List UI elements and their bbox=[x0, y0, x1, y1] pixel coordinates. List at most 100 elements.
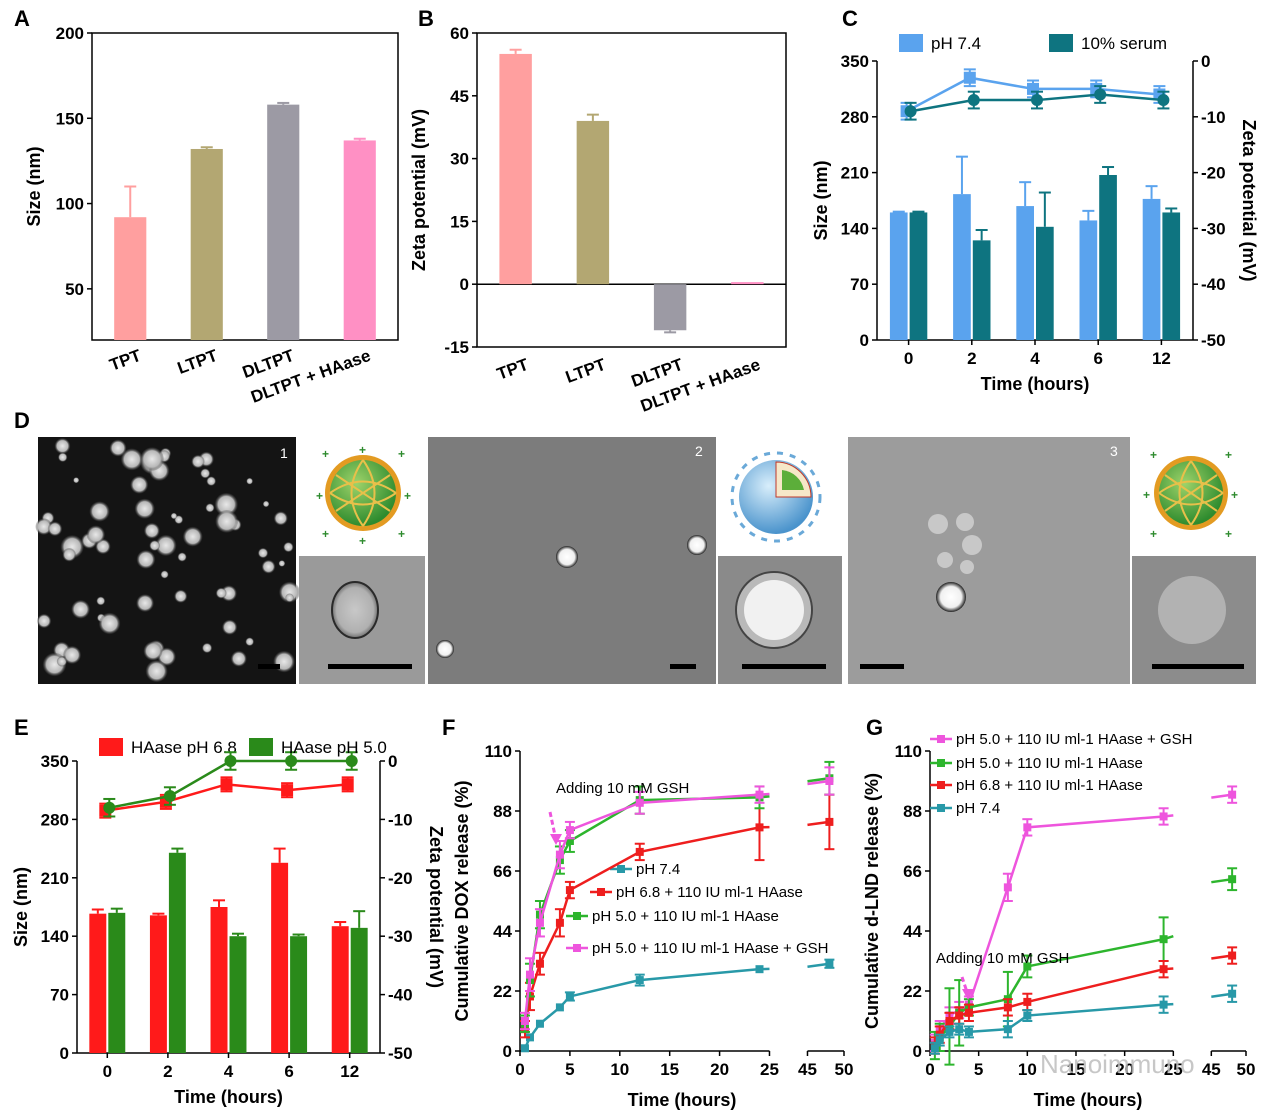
data-point bbox=[525, 970, 534, 979]
tem-image-1-particle bbox=[140, 447, 164, 471]
zeta-point bbox=[103, 801, 116, 814]
tem-image-3-particle bbox=[960, 560, 974, 574]
y-right-tick-label: -10 bbox=[388, 810, 413, 829]
tem-image-1-particle bbox=[73, 477, 80, 484]
y-right-tick-label: -40 bbox=[1201, 275, 1226, 294]
legend-label: pH 5.0 + 110 IU ml-1 HAase bbox=[956, 755, 1143, 772]
tem-image-1-particle bbox=[86, 525, 105, 544]
data-point bbox=[635, 847, 644, 856]
nanoparticle-schematic-3: + + + + + + bbox=[1143, 448, 1238, 541]
svg-text:+: + bbox=[359, 443, 366, 457]
data-point bbox=[964, 1008, 973, 1017]
tem-image-1-particle bbox=[160, 570, 169, 579]
y-tick-label: 60 bbox=[450, 24, 469, 43]
plot-frame bbox=[91, 32, 399, 341]
y-right-tick-label: -20 bbox=[388, 869, 413, 888]
svg-text:+: + bbox=[398, 447, 405, 461]
data-point bbox=[1003, 1025, 1012, 1034]
data-point bbox=[930, 1044, 939, 1053]
tem-image-2-particle bbox=[556, 546, 578, 568]
bar bbox=[1036, 226, 1054, 340]
x-tick-label: 6 bbox=[1093, 349, 1102, 368]
tem-image-1-particle bbox=[47, 521, 63, 537]
legend-label: pH 5.0 + 110 IU ml-1 HAase + GSH bbox=[956, 731, 1193, 748]
x-tick-label: LTPT bbox=[563, 355, 609, 387]
gsh-arrowhead bbox=[550, 834, 562, 845]
tem-image-1-particle bbox=[63, 646, 82, 664]
y-axis-label: Size (nm) bbox=[11, 867, 31, 947]
y-tick-label: 22 bbox=[903, 982, 922, 1001]
data-point bbox=[520, 1017, 529, 1025]
y-tick-label: 70 bbox=[50, 986, 69, 1005]
tem-image-1-particle bbox=[215, 510, 239, 533]
x-tick-label: 12 bbox=[340, 1062, 359, 1081]
data-point bbox=[1228, 875, 1237, 884]
zeta-point bbox=[281, 784, 294, 797]
gsh-annotation: Adding 10 mM GSH bbox=[556, 780, 689, 797]
y-right-tick-label: -40 bbox=[388, 986, 413, 1005]
svg-text:+: + bbox=[404, 489, 411, 503]
tem-image-1-particle bbox=[143, 641, 163, 661]
zeta-point bbox=[1031, 94, 1043, 107]
x-tick-label: 25 bbox=[1164, 1060, 1183, 1079]
x-tick-label: 10 bbox=[610, 1060, 629, 1079]
tem-image-1-particle bbox=[145, 660, 168, 683]
bar bbox=[331, 926, 349, 1053]
tem-image-1-particle bbox=[278, 560, 286, 567]
y-right-tick-label: -30 bbox=[1201, 219, 1226, 238]
tem-image-1-particle bbox=[58, 452, 68, 462]
data-point bbox=[1023, 997, 1032, 1006]
tem-image-1-particle bbox=[177, 552, 187, 562]
svg-text:+: + bbox=[1225, 527, 1232, 541]
y-tick-label: 280 bbox=[841, 108, 869, 127]
y-right-tick-label: -50 bbox=[1201, 331, 1226, 350]
tem-image-3-particle bbox=[937, 552, 953, 568]
tem-image-3-scale-bar bbox=[860, 664, 904, 669]
tem-image-1-particle bbox=[98, 612, 121, 635]
bar bbox=[1142, 198, 1161, 340]
tem-image-1-particle bbox=[174, 589, 188, 603]
panel-label-e: E bbox=[14, 715, 29, 740]
y-axis-label: Cumulative DOX release (%) bbox=[452, 780, 472, 1021]
legend-marker bbox=[573, 912, 581, 920]
panel-label-c: C bbox=[842, 6, 858, 31]
tem-image-1-particle bbox=[206, 476, 217, 486]
y-tick-label: 210 bbox=[41, 869, 69, 888]
data-point bbox=[1228, 790, 1237, 799]
y-tick-label: 110 bbox=[895, 742, 922, 761]
tem-image-1-particle bbox=[37, 613, 52, 629]
data-point bbox=[955, 1025, 964, 1034]
y-tick-label: 44 bbox=[493, 922, 512, 941]
data-point bbox=[755, 823, 764, 832]
tem-image-2-particle bbox=[687, 535, 707, 555]
x-tick-label: 12 bbox=[1152, 349, 1171, 368]
panel-label-b: B bbox=[418, 6, 434, 31]
bar bbox=[114, 217, 147, 340]
bar bbox=[731, 282, 764, 285]
tem-image-1-particle bbox=[109, 439, 127, 457]
data-point bbox=[1228, 951, 1237, 960]
x-tick-label: LTPT bbox=[175, 346, 221, 378]
legend-swatch bbox=[1049, 34, 1073, 52]
data-point bbox=[1159, 935, 1168, 944]
zeta-point bbox=[285, 755, 298, 767]
zeta-point bbox=[224, 755, 237, 767]
x-axis-label: Time (hours) bbox=[1034, 1090, 1143, 1110]
tem-image-1-number: 1 bbox=[280, 445, 288, 461]
y-tick-label: 0 bbox=[460, 275, 469, 294]
panel-d-images: 1 + + + + + + + + 2 bbox=[35, 437, 1256, 684]
tem-image-1-particle bbox=[262, 500, 270, 508]
gsh-arrow bbox=[548, 811, 558, 841]
legend-marker bbox=[597, 888, 605, 896]
data-point bbox=[825, 959, 834, 968]
svg-text:+: + bbox=[322, 447, 329, 461]
zeta-point bbox=[1094, 88, 1107, 101]
tem-image-1-particle bbox=[273, 650, 295, 673]
data-point bbox=[1003, 883, 1012, 892]
y-tick-label: 15 bbox=[450, 212, 469, 231]
data-point bbox=[755, 965, 764, 974]
y-right-tick-label: -30 bbox=[388, 927, 413, 946]
zeta-point bbox=[963, 71, 976, 84]
